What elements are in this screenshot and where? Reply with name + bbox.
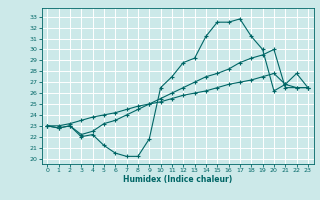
X-axis label: Humidex (Indice chaleur): Humidex (Indice chaleur) [123,175,232,184]
